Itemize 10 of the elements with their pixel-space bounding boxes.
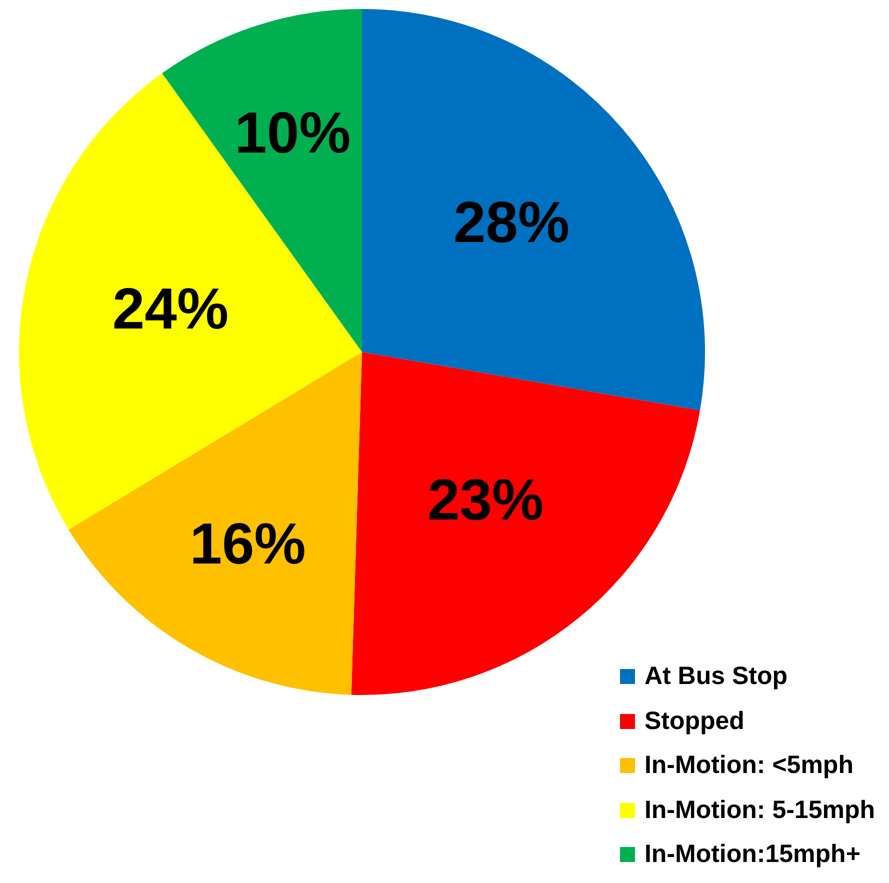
legend-label: In-Motion: 5-15mph bbox=[644, 796, 875, 825]
legend-label: In-Motion: <5mph bbox=[644, 751, 854, 780]
data-label: 24% bbox=[112, 276, 229, 342]
data-label: 10% bbox=[234, 100, 351, 166]
legend-label: At Bus Stop bbox=[644, 662, 788, 692]
legend-label: In-Motion:15mph+ bbox=[644, 840, 860, 870]
data-label: 28% bbox=[454, 190, 570, 256]
data-label: 16% bbox=[190, 511, 306, 576]
data-label: 23% bbox=[428, 467, 544, 532]
legend-label: Stopped bbox=[644, 706, 744, 736]
